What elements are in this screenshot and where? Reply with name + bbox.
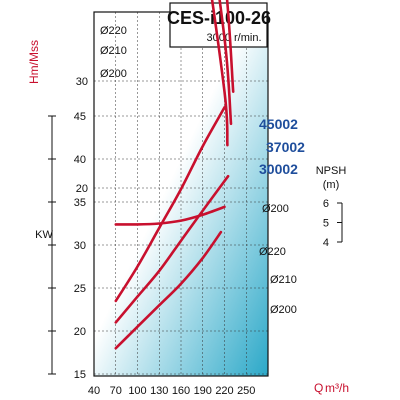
x-tick-label: 130	[150, 385, 168, 397]
npsh-tick-label: 6	[323, 198, 329, 210]
power-curve	[114, 106, 226, 303]
x-tick-label: 190	[194, 385, 212, 397]
x-tick-label: 250	[237, 385, 255, 397]
model-label-30002: 30002	[259, 161, 298, 177]
head-curve	[218, 0, 233, 126]
axis-ticks: 4070100130160190220250203040506070152025…	[48, 76, 343, 397]
power-label-200: Ø200	[270, 304, 297, 316]
x-tick-label: 100	[128, 385, 146, 397]
power-tick-label: 40	[74, 154, 86, 166]
x-tick-label: 70	[110, 385, 122, 397]
x-tick-label: 220	[215, 385, 233, 397]
head-curve	[210, 0, 229, 147]
power-tick-label: 30	[74, 240, 86, 252]
npsh-curve	[114, 205, 226, 226]
power-tick-label: 25	[74, 283, 86, 295]
grid-lines	[94, 12, 268, 376]
chart-subtitle: 3000 r/min.	[206, 32, 261, 44]
power-axis-label: KW	[35, 229, 53, 241]
power-tick-label: 20	[74, 326, 86, 338]
x-tick-label: 160	[172, 385, 190, 397]
head-label-210: Ø210	[100, 45, 127, 57]
power-tick-label: 15	[74, 369, 86, 381]
x-axis-label-prefix: Q	[314, 381, 323, 395]
head-label-220: Ø220	[100, 25, 127, 37]
power-label-210: Ø210	[270, 274, 297, 286]
head-tick-label: 20	[76, 183, 88, 195]
power-tick-label: 45	[74, 111, 86, 123]
power-curve	[114, 174, 230, 324]
npsh-axis-label: NPSH	[316, 165, 347, 177]
npsh-label-200: Ø200	[262, 203, 289, 215]
x-axis-label-unit: m³/h	[325, 381, 349, 395]
x-tick-label: 40	[88, 385, 100, 397]
head-axis-label: Hm/Mss	[27, 40, 41, 84]
chart-title: CES-i100-26	[167, 8, 271, 28]
head-tick-label: 30	[76, 76, 88, 88]
power-curve	[114, 230, 223, 350]
npsh-tick-label: 4	[323, 237, 329, 249]
model-label-37002: 37002	[266, 139, 305, 155]
npsh-axis-unit: (m)	[323, 179, 340, 191]
curves	[114, 0, 235, 350]
power-tick-label: 35	[74, 197, 86, 209]
power-label-220: Ø220	[259, 246, 286, 258]
npsh-tick-label: 5	[323, 218, 329, 230]
head-label-200: Ø200	[100, 68, 127, 80]
model-label-45002: 45002	[259, 116, 298, 132]
